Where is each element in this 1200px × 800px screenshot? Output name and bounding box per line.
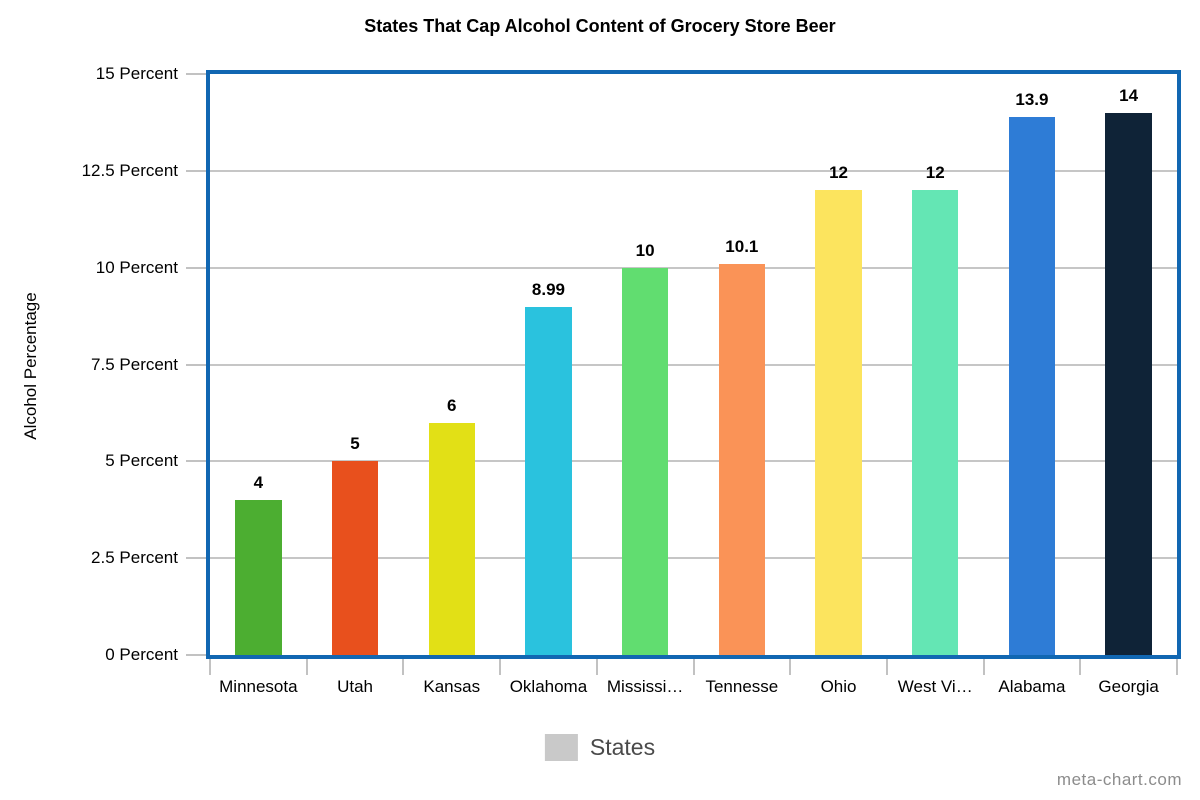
x-tick-mark — [692, 659, 695, 675]
y-tick-label: 5 Percent — [105, 451, 178, 471]
bar-westvi[interactable] — [912, 190, 959, 655]
y-tick-mark — [186, 460, 206, 463]
y-tick-mark — [186, 654, 206, 656]
y-tick-label: 7.5 Percent — [91, 354, 178, 374]
bar-mississi[interactable] — [621, 267, 669, 655]
x-tick-label: Minnesota — [219, 677, 298, 696]
plot-area: 4 5 6 8.99 10 10.1 12 12 13.9 14 — [206, 70, 1181, 659]
x-tick-mark — [209, 659, 211, 675]
x-tick-mark — [305, 659, 308, 675]
bar-oklahoma[interactable] — [525, 306, 572, 655]
plot-inner: 4 5 6 8.99 10 10.1 12 12 13.9 14 — [210, 74, 1177, 655]
bar-alabama[interactable] — [1008, 116, 1056, 655]
gridline — [210, 460, 1177, 463]
bar-value-label: 10 — [635, 240, 655, 260]
y-tick-mark — [186, 363, 206, 366]
x-tick-mark — [885, 659, 888, 675]
x-tick-mark — [1176, 659, 1178, 675]
y-tick-mark — [186, 557, 206, 560]
x-tick-mark — [402, 659, 405, 675]
bar-minnesota[interactable] — [235, 500, 282, 655]
y-tick-label: 15 Percent — [95, 64, 178, 83]
y-tick-mark — [186, 169, 206, 172]
bar-value-label: 6 — [447, 395, 457, 415]
x-tick-label: West Vi… — [897, 677, 973, 696]
bar-value-label: 12 — [829, 163, 848, 183]
x-tick-label: Ohio — [820, 677, 857, 696]
watermark: meta-chart.com — [1056, 770, 1182, 789]
legend[interactable]: States — [544, 734, 656, 761]
x-tick-mark — [982, 659, 985, 675]
bar-value-label: 4 — [253, 473, 264, 493]
gridline — [210, 557, 1177, 560]
x-tick-label: Georgia — [1098, 677, 1159, 696]
y-tick-label: 2.5 Percent — [91, 548, 178, 568]
gridline — [210, 363, 1177, 366]
bar-tennesse[interactable] — [718, 263, 766, 655]
legend-label: States — [589, 734, 656, 760]
bar-value-label: 8.99 — [531, 279, 565, 299]
x-tick-label: Kansas — [423, 677, 481, 696]
chart-title: States That Cap Alcohol Content of Groce… — [364, 16, 836, 36]
x-tick-mark — [1079, 659, 1082, 675]
bar-value-label: 12 — [925, 163, 945, 183]
x-tick-mark — [789, 659, 792, 675]
x-axis-labels: Minnesota Utah Kansas Oklahoma Mississi… Tenn… — [210, 676, 1177, 700]
bar-kansas[interactable] — [428, 422, 475, 655]
x-tick-mark — [595, 659, 598, 675]
x-tick-label: Alabama — [998, 677, 1066, 696]
x-tick-label: Utah — [337, 677, 373, 696]
y-tick-mark — [186, 73, 206, 75]
bar-ohio[interactable] — [815, 190, 862, 655]
bar-georgia[interactable] — [1105, 112, 1152, 655]
x-tick-label: Oklahoma — [509, 677, 588, 696]
x-tick-mark — [499, 659, 502, 675]
bar-value-label: 13.9 — [1015, 89, 1049, 109]
y-tick-label: 10 Percent — [95, 257, 178, 277]
y-tick-mark — [186, 266, 206, 269]
y-tick-label: 0 Percent — [105, 645, 178, 664]
y-tick-label: 12.5 Percent — [81, 160, 178, 180]
x-tick-label: Tennesse — [705, 677, 779, 696]
legend-swatch — [544, 734, 578, 761]
gridline — [210, 169, 1177, 172]
bar-utah[interactable] — [331, 461, 379, 655]
bar-value-label: 5 — [350, 434, 360, 454]
bar-value-label: 14 — [1119, 85, 1139, 105]
x-tick-label: Mississi… — [606, 677, 684, 696]
gridline — [210, 266, 1177, 269]
bar-value-label: 10.1 — [725, 236, 759, 256]
